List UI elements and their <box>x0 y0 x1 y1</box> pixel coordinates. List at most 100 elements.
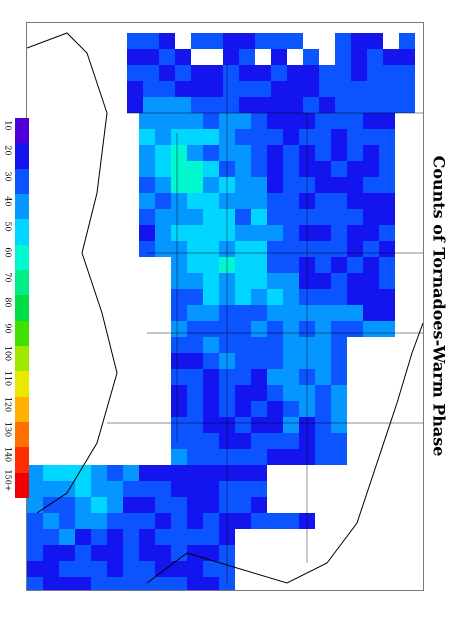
heatmap-cell <box>315 113 331 129</box>
heatmap-cell <box>255 65 271 81</box>
heatmap-cell <box>235 225 251 241</box>
heatmap-cell <box>287 97 303 113</box>
heatmap-cell <box>187 241 203 257</box>
heatmap-cell <box>251 417 267 433</box>
heatmap-cell <box>187 161 203 177</box>
heatmap-cell <box>283 161 299 177</box>
heatmap-cell <box>43 465 59 481</box>
heatmap-cell <box>139 209 155 225</box>
heatmap-cell <box>59 561 75 577</box>
heatmap-cell <box>331 369 347 385</box>
heatmap-cell <box>187 289 203 305</box>
heatmap-cell <box>159 65 175 81</box>
heatmap-cell <box>91 577 107 590</box>
heatmap-cell <box>363 321 379 337</box>
heatmap-cell <box>171 481 187 497</box>
heatmap-cell <box>367 49 383 65</box>
heatmap-cell <box>203 561 219 577</box>
heatmap-cell <box>187 497 203 513</box>
heatmap-cell <box>235 145 251 161</box>
heatmap-cell <box>331 129 347 145</box>
heatmap-cell <box>155 209 171 225</box>
heatmap-cell <box>171 161 187 177</box>
heatmap-cell <box>315 225 331 241</box>
heatmap-cell <box>235 481 251 497</box>
heatmap-cell <box>347 193 363 209</box>
heatmap-cell <box>139 193 155 209</box>
heatmap-cell <box>127 81 143 97</box>
coastline <box>27 32 423 584</box>
heatmap-cell <box>59 465 75 481</box>
heatmap-cell <box>255 33 271 49</box>
heatmap-cell <box>255 97 271 113</box>
heatmap-cell <box>139 113 155 129</box>
heatmap-cell <box>75 561 91 577</box>
heatmap-cell <box>191 33 207 49</box>
heatmap-cell <box>399 65 415 81</box>
heatmap-cell <box>27 545 43 561</box>
heatmap-cell <box>187 193 203 209</box>
heatmap-cell <box>139 465 155 481</box>
heatmap-cell <box>335 49 351 65</box>
heatmap-cell <box>319 81 335 97</box>
heatmap-cell <box>191 97 207 113</box>
heatmap-cell <box>203 545 219 561</box>
heatmap-cell <box>59 529 75 545</box>
heatmap-cell <box>143 81 159 97</box>
heatmap-cell <box>203 193 219 209</box>
heatmap-cell <box>379 113 395 129</box>
heatmap-cell <box>59 577 75 590</box>
heatmap-cell <box>219 577 235 590</box>
heatmap-cell <box>171 529 187 545</box>
legend-swatch <box>15 447 29 474</box>
heatmap-cell <box>159 81 175 97</box>
heatmap-cell <box>283 145 299 161</box>
heatmap-cell <box>187 401 203 417</box>
heatmap-cell <box>351 81 367 97</box>
legend-swatch <box>15 244 29 271</box>
heatmap-cell <box>251 385 267 401</box>
heatmap-cell <box>331 305 347 321</box>
heatmap-cell <box>27 577 43 590</box>
heatmap-cell <box>331 177 347 193</box>
heatmap-cell <box>123 561 139 577</box>
heatmap-cell <box>159 33 175 49</box>
heatmap-cell <box>267 113 283 129</box>
heatmap-cell <box>235 449 251 465</box>
heatmap-cell <box>287 33 303 49</box>
heatmap-cell <box>27 513 43 529</box>
heatmap-cell <box>367 33 383 49</box>
heatmap-cell <box>235 161 251 177</box>
heatmap-cell <box>363 289 379 305</box>
heatmap-cell <box>91 497 107 513</box>
heatmap-cell <box>139 545 155 561</box>
heatmap-cell <box>235 369 251 385</box>
heatmap-cell <box>251 273 267 289</box>
heatmap-cell <box>203 353 219 369</box>
heatmap-cell <box>223 81 239 97</box>
heatmap-cell <box>127 49 143 65</box>
heatmap-cell <box>139 529 155 545</box>
heatmap-cell <box>383 65 399 81</box>
heatmap-cell <box>107 497 123 513</box>
heatmap-cell <box>207 65 223 81</box>
heatmap-cell <box>235 257 251 273</box>
heatmap-cell <box>223 65 239 81</box>
heatmap-cell <box>91 481 107 497</box>
heatmap-cell <box>171 353 187 369</box>
legend-label: 80 <box>3 297 13 308</box>
heatmap-cell <box>139 145 155 161</box>
heatmap-cell <box>267 225 283 241</box>
heatmap-cell <box>267 273 283 289</box>
heatmap-cell <box>235 113 251 129</box>
heatmap-cell <box>287 65 303 81</box>
heatmap-cell <box>43 545 59 561</box>
heatmap-cell <box>171 497 187 513</box>
heatmap-cell <box>139 561 155 577</box>
heatmap-cell <box>283 369 299 385</box>
legend-swatch <box>15 396 29 423</box>
heatmap-cell <box>203 209 219 225</box>
heatmap-cell <box>143 97 159 113</box>
heatmap-cell <box>251 353 267 369</box>
heatmap-cell <box>251 513 267 529</box>
